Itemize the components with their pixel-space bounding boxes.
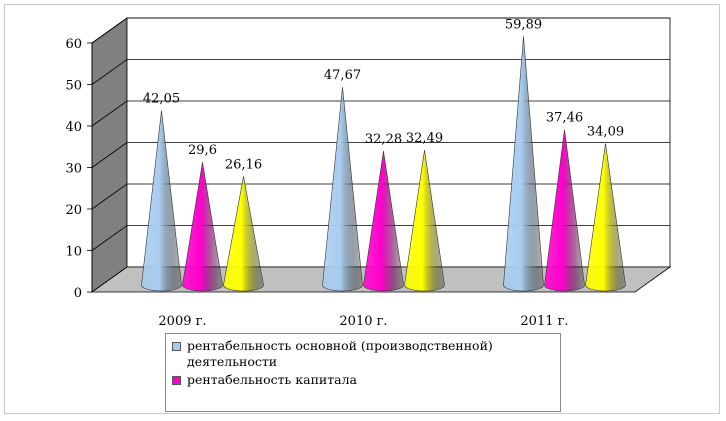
x-category-label: 2010 г. [339,314,387,329]
cone-2 [544,129,585,292]
cone-2 [363,150,404,292]
data-label: 59,89 [505,17,542,32]
gridline [91,142,670,168]
legend-item-capital-profitability: рентабельность капитала [172,372,554,388]
cone-1 [503,36,544,292]
gridline [91,17,670,44]
y-tick-label: 50 [65,79,82,94]
legend-label: рентабельность капитала [187,372,358,387]
data-label: 42,05 [143,91,180,106]
chart-legend: рентабельность основной (производственно… [165,333,561,412]
y-tick-label: 40 [65,120,82,135]
cone-3 [404,150,445,292]
gridline [91,183,670,210]
legend-item-operating-profitability: рентабельность основной (производственно… [172,338,554,370]
cone-3 [585,143,626,292]
legend-label: рентабельность основной (производственно… [187,338,493,369]
gridline [91,225,670,251]
data-label: 29,6 [188,143,217,158]
data-label: 32,28 [365,132,402,147]
data-label: 37,46 [546,111,583,126]
cone-1 [141,110,182,292]
y-tick-label: 10 [65,245,82,260]
gridline [91,100,670,127]
gridline [91,59,670,85]
legend-swatch-magenta [172,376,181,385]
data-label: 47,67 [324,68,361,83]
y-tick-label: 0 [74,286,82,301]
cone-1 [322,87,363,292]
x-category-label: 2009 г. [158,314,206,329]
legend-swatch-blue [172,342,181,351]
data-label: 34,09 [587,125,624,140]
cone-3 [223,176,264,292]
x-category-label: 2011 г. [520,314,568,329]
data-label: 32,49 [406,131,443,146]
y-tick-label: 30 [65,162,82,177]
data-label: 26,16 [225,157,262,172]
y-tick-label: 60 [65,37,82,52]
cone-2 [182,162,223,292]
y-tick-label: 20 [65,203,82,218]
